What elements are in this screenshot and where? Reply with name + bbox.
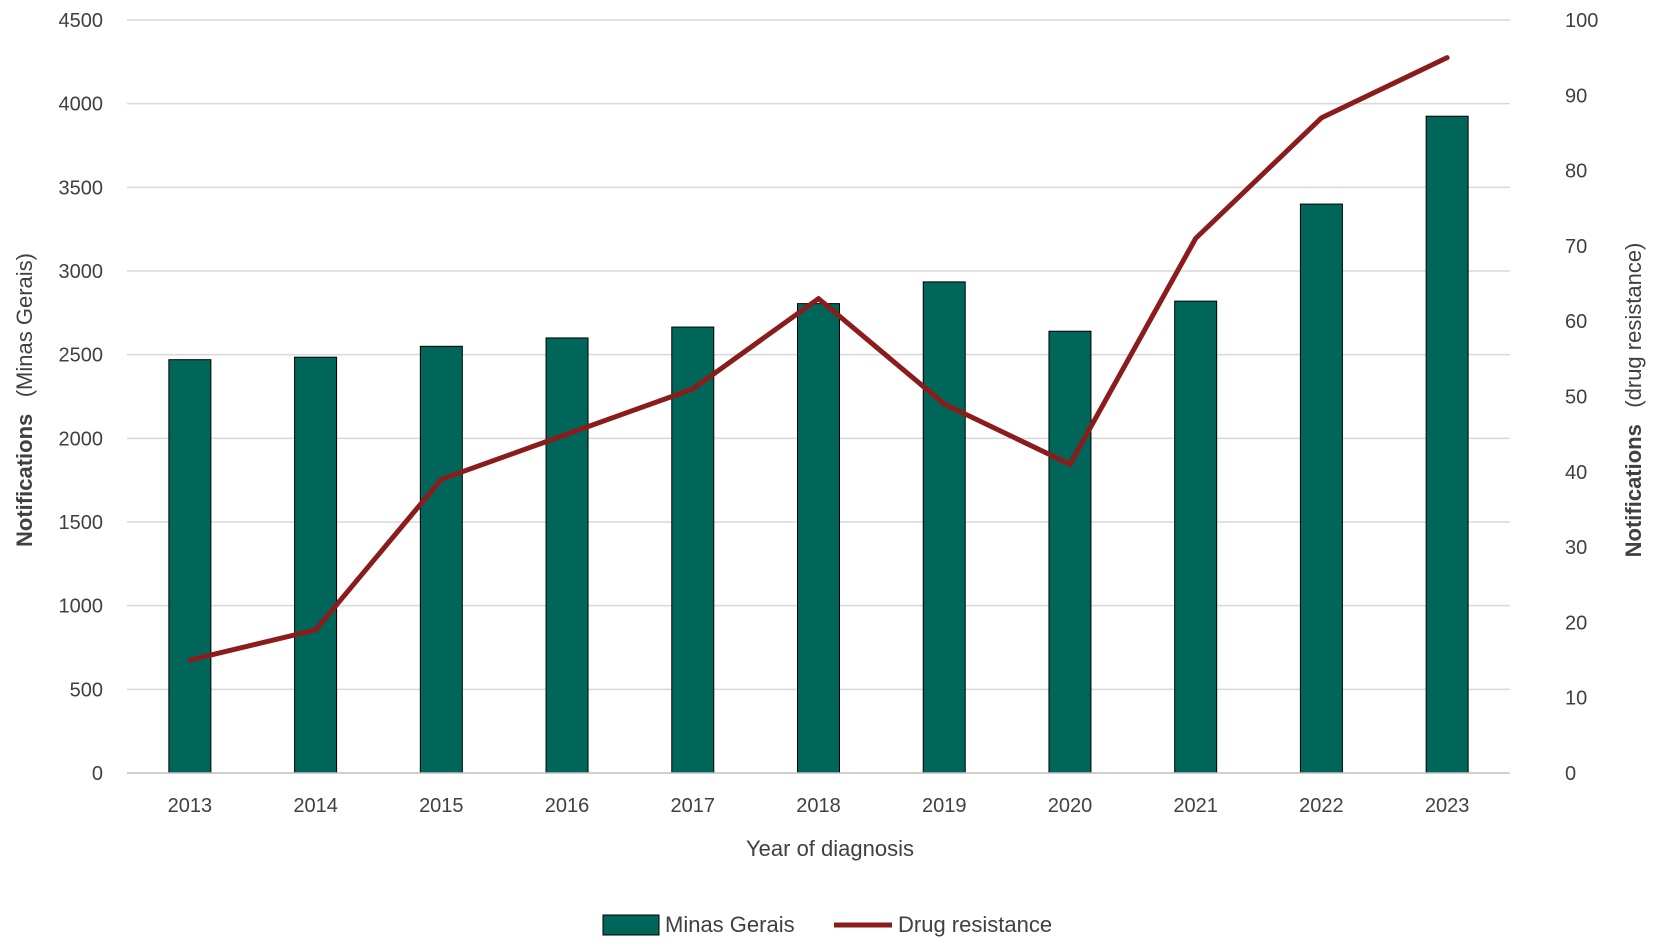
y2-tick-label: 20 [1565, 612, 1587, 634]
bar-2018 [797, 303, 840, 774]
right-y-axis-title-bold: Notifications [1621, 424, 1646, 557]
x-tick-label: 2021 [1173, 795, 1218, 817]
x-tick-label: 2013 [168, 795, 213, 817]
y-tick-label: 0 [92, 763, 103, 785]
left-y-axis-ticks: 0 500 1000 1500 2000 2500 3000 3500 4000 4500 [59, 10, 104, 785]
bar-2013 [168, 359, 212, 774]
y-tick-label: 1000 [59, 596, 104, 618]
drug-resistance-line [187, 55, 1450, 663]
y-tick-label: 3000 [59, 261, 104, 283]
bar-series [168, 115, 1469, 774]
bar-2021 [1174, 300, 1218, 774]
right-y-axis-title: Notifications (drug resistance) [1621, 243, 1646, 558]
x-tick-label: 2020 [1048, 795, 1093, 817]
bar-2022 [1299, 203, 1343, 774]
line-series [187, 55, 1450, 663]
y2-tick-label: 40 [1565, 462, 1587, 484]
y2-tick-label: 60 [1565, 311, 1587, 333]
y-tick-label: 2500 [59, 345, 104, 367]
legend-label-minas-gerais: Minas Gerais [665, 912, 795, 937]
bar-2023 [1425, 115, 1469, 774]
y2-tick-label: 50 [1565, 387, 1587, 409]
bar-2014 [294, 356, 338, 774]
x-axis-title: Year of diagnosis [746, 836, 914, 861]
x-tick-label: 2017 [671, 795, 716, 817]
y-tick-label: 2000 [59, 428, 104, 450]
bar-2019 [922, 281, 966, 774]
y2-tick-label: 10 [1565, 688, 1587, 710]
legend-swatch-minas-gerais [602, 914, 660, 936]
y2-tick-label: 100 [1565, 10, 1598, 32]
x-tick-label: 2022 [1299, 795, 1344, 817]
y-tick-label: 4000 [59, 94, 104, 116]
bar-2017 [671, 326, 715, 774]
legend: Minas Gerais Drug resistance [602, 912, 1052, 937]
y-tick-label: 3500 [59, 177, 104, 199]
y-tick-label: 1500 [59, 512, 104, 534]
y2-tick-label: 90 [1565, 85, 1587, 107]
left-y-axis-title-rest: (Minas Gerais) [12, 253, 37, 397]
y2-tick-label: 0 [1565, 763, 1576, 785]
y2-tick-label: 80 [1565, 161, 1587, 183]
x-tick-label: 2018 [796, 795, 841, 817]
y-tick-label: 500 [70, 679, 103, 701]
legend-label-drug-resistance: Drug resistance [898, 912, 1052, 937]
x-axis-ticks: 2013 2014 2015 2016 2017 2018 2019 2020 2021 2022… [168, 795, 1470, 817]
y2-tick-label: 30 [1565, 537, 1587, 559]
x-tick-label: 2014 [293, 795, 338, 817]
y2-tick-label: 70 [1565, 236, 1587, 258]
x-tick-label: 2016 [545, 795, 590, 817]
x-tick-label: 2023 [1425, 795, 1470, 817]
right-y-axis-ticks: 0 10 20 30 40 50 60 70 80 90 100 [1565, 10, 1598, 785]
bar-2016 [545, 337, 589, 774]
right-y-axis-title-rest: (drug resistance) [1621, 243, 1646, 408]
x-tick-label: 2019 [922, 795, 967, 817]
bar-2020 [1048, 330, 1092, 774]
left-y-axis-title: Notifications (Minas Gerais) [12, 253, 37, 547]
x-tick-label: 2015 [419, 795, 464, 817]
bar-2015 [419, 345, 463, 774]
y-tick-label: 4500 [59, 10, 104, 32]
left-y-axis-title-bold: Notifications [12, 414, 37, 547]
